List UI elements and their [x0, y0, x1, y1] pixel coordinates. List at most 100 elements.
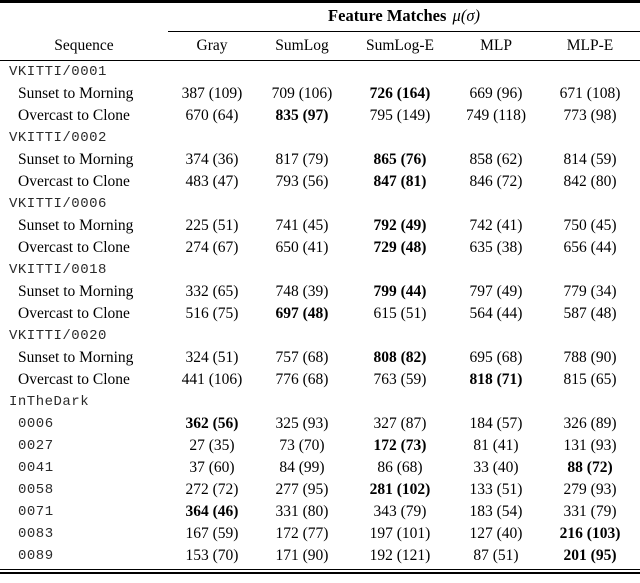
value-cell: 564 (44) — [469, 304, 523, 322]
sequence-cell: 0041 — [18, 459, 54, 476]
value-cell: 773 (98) — [563, 106, 617, 124]
value-cell: 669 (96) — [469, 84, 523, 102]
section-row: VKITTI/0020 — [0, 325, 640, 347]
value-cell: 695 (68) — [469, 348, 523, 366]
section-label: VKITTI/0020 — [9, 327, 107, 344]
value-cell: 779 (34) — [563, 282, 617, 300]
value-cell: 671 (108) — [559, 84, 621, 102]
group-header-math-symbol: μ(σ) — [452, 5, 480, 25]
value-cell: 171 (90) — [275, 546, 329, 564]
value-cell: 865 (76) — [373, 150, 427, 168]
value-cell: 847 (81) — [373, 172, 427, 190]
table-bottom-rule-thick — [0, 571, 640, 575]
sequence-cell: Sunset to Morning — [18, 84, 134, 102]
table-row: 0006 362 (56) 325 (93) 327 (87) 184 (57) 326 … — [0, 413, 640, 435]
column-header-mlp: MLP — [452, 31, 540, 61]
value-cell: 281 (102) — [369, 480, 431, 498]
sequence-cell: Overcast to Clone — [18, 106, 130, 124]
value-cell: 33 (40) — [473, 458, 519, 476]
value-cell: 331 (80) — [275, 502, 329, 520]
value-cell: 749 (118) — [465, 106, 527, 124]
value-cell: 858 (62) — [469, 150, 523, 168]
value-cell: 763 (59) — [373, 370, 427, 388]
value-cell: 374 (36) — [185, 150, 239, 168]
sequence-cell: Sunset to Morning — [18, 282, 134, 300]
section-label: VKITTI/0018 — [9, 261, 107, 278]
sequence-cell: Sunset to Morning — [18, 348, 134, 366]
value-cell: 86 (68) — [377, 458, 423, 476]
value-cell: 788 (90) — [563, 348, 617, 366]
value-cell: 272 (72) — [185, 480, 239, 498]
value-cell: 748 (39) — [275, 282, 329, 300]
value-cell: 387 (109) — [181, 84, 243, 102]
value-cell: 81 (41) — [473, 436, 519, 454]
section-row: VKITTI/0018 — [0, 259, 640, 281]
value-cell: 776 (68) — [275, 370, 329, 388]
value-cell: 441 (106) — [181, 370, 243, 388]
section-row: VKITTI/0001 — [0, 61, 640, 83]
table-row: Sunset to Morning 332 (65) 748 (39) 799 (44… — [0, 281, 640, 303]
table-row: Sunset to Morning 225 (51) 741 (45) 792 (49… — [0, 215, 640, 237]
group-header-row: Feature Matches μ(σ) — [0, 2, 640, 32]
value-cell: 201 (95) — [563, 546, 617, 564]
value-cell: 656 (44) — [563, 238, 617, 256]
value-cell: 362 (56) — [185, 414, 239, 432]
value-cell: 797 (49) — [469, 282, 523, 300]
value-cell: 332 (65) — [185, 282, 239, 300]
table-row: Overcast to Clone 516 (75) 697 (48) 615 (51… — [0, 303, 640, 325]
value-cell: 216 (103) — [559, 524, 621, 542]
value-cell: 37 (60) — [189, 458, 235, 476]
table-row: 0041 37 (60) 84 (99) 86 (68) 33 (40) 88 (72) — [0, 457, 640, 479]
value-cell: 274 (67) — [185, 238, 239, 256]
value-cell: 516 (75) — [185, 304, 239, 322]
value-cell: 635 (38) — [469, 238, 523, 256]
value-cell: 799 (44) — [373, 282, 427, 300]
table-row: 0058 272 (72) 277 (95) 281 (102) 133 (51) 279… — [0, 479, 640, 501]
group-header-title: Feature Matches — [328, 5, 447, 25]
section-row: VKITTI/0002 — [0, 127, 640, 149]
table-row: 0027 27 (35) 73 (70) 172 (73) 81 (41) 131 (93… — [0, 435, 640, 457]
value-cell: 197 (101) — [369, 524, 431, 542]
feature-matches-table: Feature Matches μ(σ) Sequence Gray SumLog… — [0, 2, 640, 567]
value-cell: 846 (72) — [469, 172, 523, 190]
section-label: VKITTI/0006 — [9, 195, 107, 212]
value-cell: 343 (79) — [373, 502, 427, 520]
section-label: VKITTI/0002 — [9, 129, 107, 146]
value-cell: 835 (97) — [275, 106, 329, 124]
group-header-cell: Feature Matches μ(σ) — [168, 2, 640, 32]
sequence-cell: Sunset to Morning — [18, 216, 134, 234]
table-top-rule — [0, 0, 640, 3]
value-cell: 277 (95) — [275, 480, 329, 498]
value-cell: 172 (73) — [373, 436, 427, 454]
value-cell: 793 (56) — [275, 172, 329, 190]
value-cell: 73 (70) — [279, 436, 325, 454]
sequence-cell: 0071 — [18, 503, 54, 520]
sequence-cell: Overcast to Clone — [18, 172, 130, 190]
value-cell: 697 (48) — [275, 304, 329, 322]
value-cell: 326 (89) — [563, 414, 617, 432]
value-cell: 815 (65) — [563, 370, 617, 388]
value-cell: 87 (51) — [473, 546, 519, 564]
value-cell: 808 (82) — [373, 348, 427, 366]
value-cell: 192 (121) — [369, 546, 431, 564]
sequence-cell: Sunset to Morning — [18, 150, 134, 168]
sequence-column-header: Sequence — [0, 31, 168, 61]
group-header-spacer — [0, 3, 168, 32]
value-cell: 27 (35) — [189, 436, 235, 454]
table-row: 0089 153 (70) 171 (90) 192 (121) 87 (51) 201 … — [0, 545, 640, 567]
value-cell: 364 (46) — [185, 502, 239, 520]
table-row: 0083 167 (59) 172 (77) 197 (101) 127 (40) 216… — [0, 523, 640, 545]
value-cell: 331 (79) — [563, 502, 617, 520]
value-cell: 795 (149) — [369, 106, 431, 124]
sequence-cell: 0083 — [18, 525, 54, 542]
value-cell: 84 (99) — [279, 458, 325, 476]
column-header-gray: Gray — [168, 31, 256, 61]
value-cell: 842 (80) — [563, 172, 617, 190]
value-cell: 792 (49) — [373, 216, 427, 234]
table-body: VKITTI/0001 Sunset to Morning 387 (109) 709… — [0, 61, 640, 567]
value-cell: 757 (68) — [275, 348, 329, 366]
value-cell: 817 (79) — [275, 150, 329, 168]
column-header-sumlog: SumLog — [256, 31, 348, 61]
value-cell: 483 (47) — [185, 172, 239, 190]
sequence-cell: Overcast to Clone — [18, 304, 130, 322]
